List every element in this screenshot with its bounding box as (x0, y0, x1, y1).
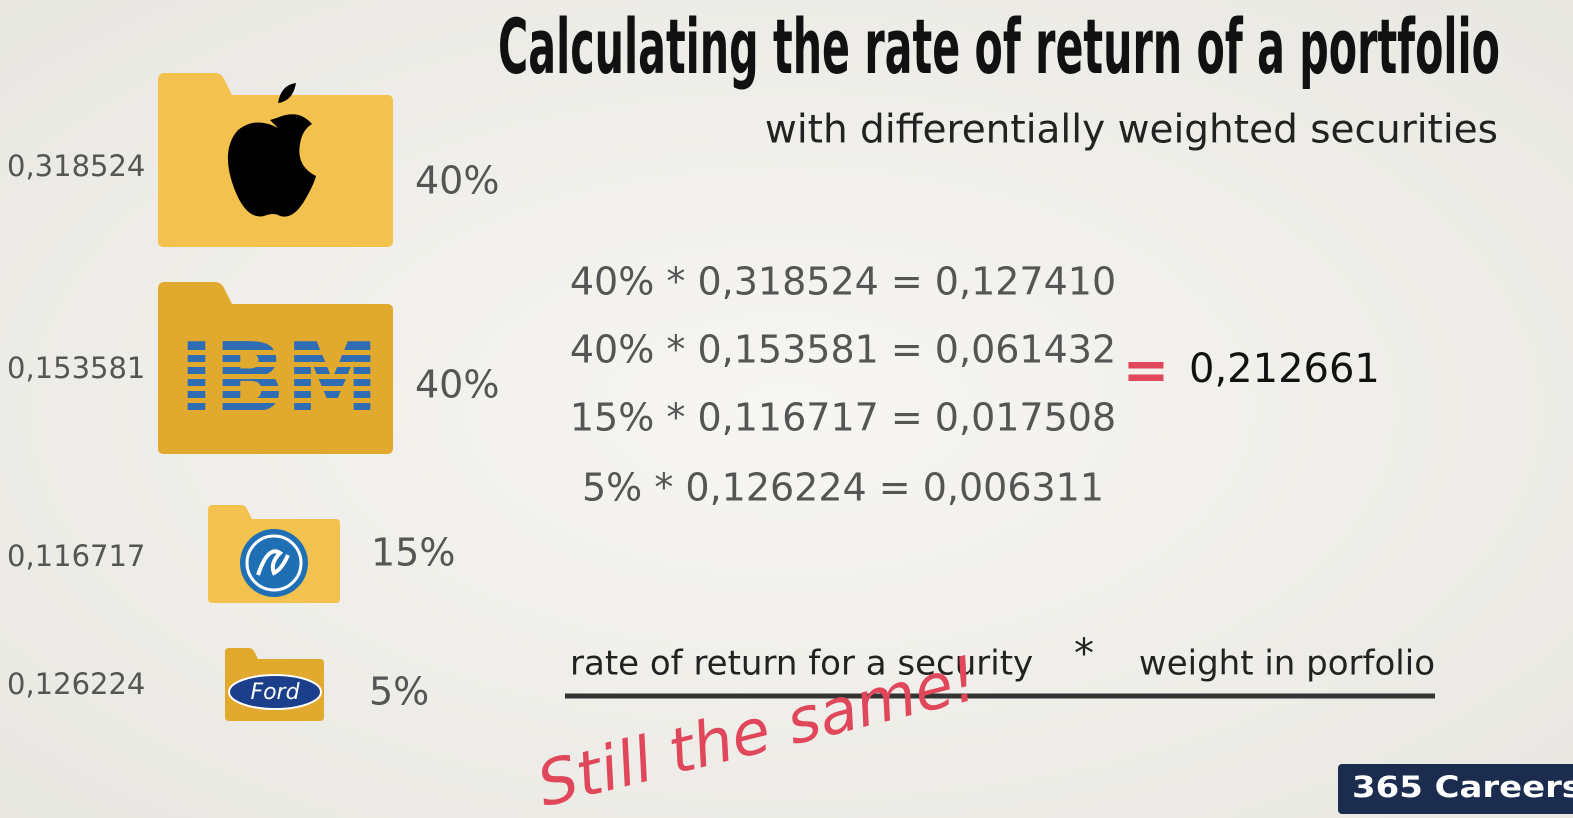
weight-label: 40% (415, 363, 499, 407)
return-label: 0,153581 (7, 351, 145, 385)
formula-operator: * (1074, 631, 1094, 677)
return-label: 0,116717 (7, 539, 145, 573)
subtitle: with differentially weighted securities (765, 108, 1498, 153)
brand: 365 Careers (1352, 770, 1573, 804)
weight-label: 5% (369, 670, 429, 714)
ford-folder: Ford (225, 648, 324, 721)
equation: 40% * 0,153581 = 0,061432 (570, 328, 1116, 372)
ibm-folder: IBM (158, 282, 393, 454)
apple-folder (158, 73, 393, 247)
equation: 15% * 0,116717 = 0,017508 (570, 396, 1116, 440)
weight-label: 15% (371, 531, 455, 575)
formula-left: rate of return for a security (570, 644, 1033, 684)
return-label: 0,126224 (7, 667, 145, 701)
ford-logo: Ford (250, 680, 300, 705)
title: Calculating the rate of return of a port… (498, 2, 1500, 91)
return-label: 0,318524 (7, 149, 145, 183)
equation: 40% * 0,318524 = 0,127410 (570, 260, 1116, 304)
total-value: 0,212661 (1189, 346, 1380, 392)
equals-sign: = (1123, 338, 1170, 403)
equation: 5% * 0,126224 = 0,006311 (582, 466, 1104, 510)
brand-badge: 365 Careers (1338, 764, 1573, 814)
ge-folder (208, 505, 340, 603)
weight-label: 40% (415, 159, 499, 203)
formula-right: weight in porfolio (1139, 644, 1435, 684)
